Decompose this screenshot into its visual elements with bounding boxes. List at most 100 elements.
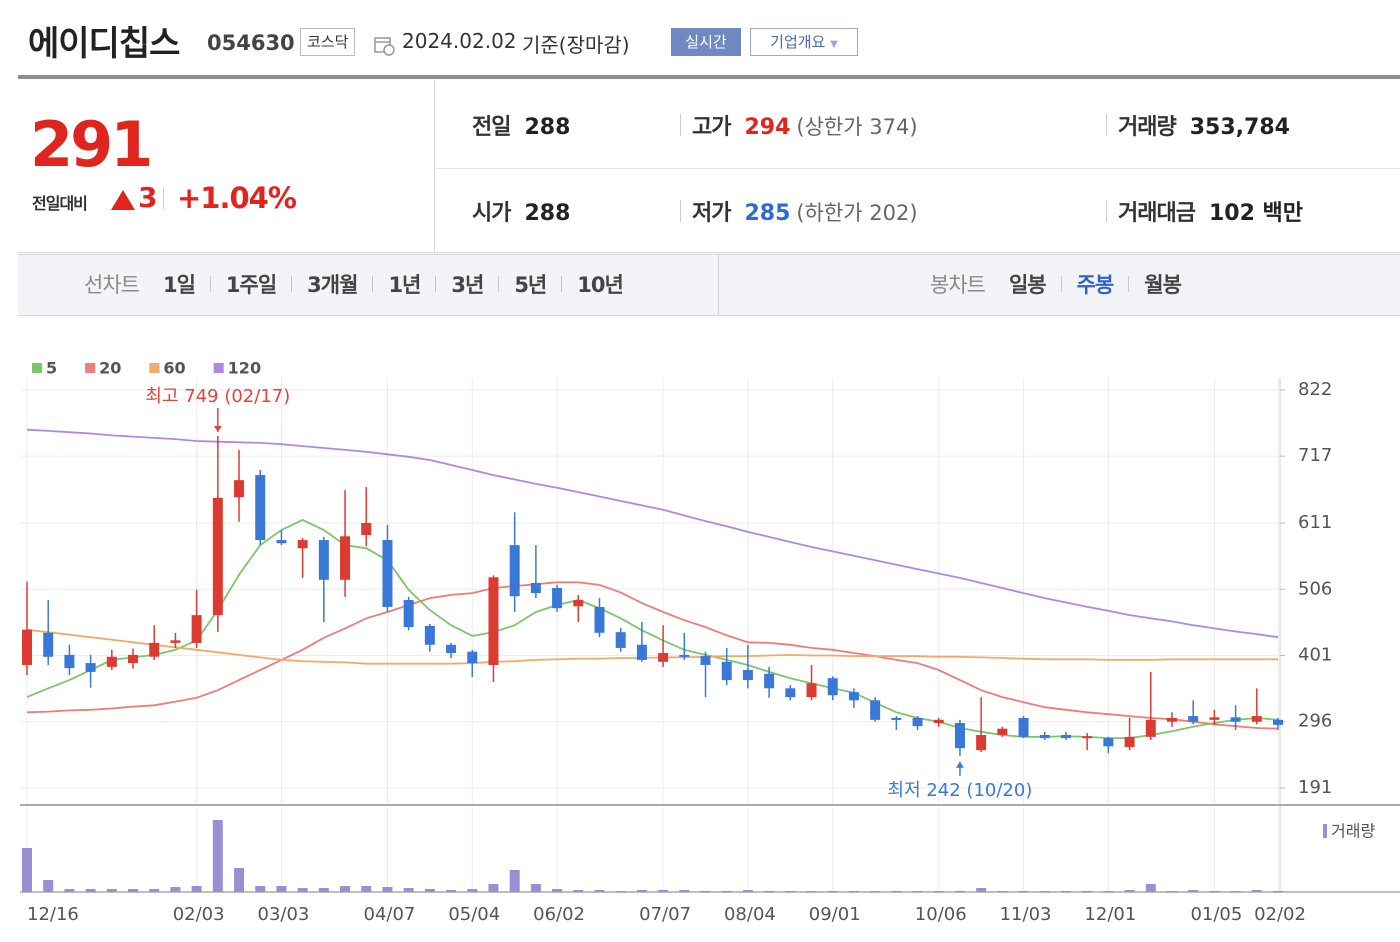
volume-bar [22,848,32,892]
candle-body [467,651,478,664]
volume-legend-swatch [1323,824,1327,838]
tab-bar [18,254,1400,316]
x-tick-label: 02/02 [1254,904,1306,925]
y-tick-label: 611 [1298,512,1332,533]
volume-bar [255,886,266,892]
volume-bar [85,889,96,892]
volume-bar [212,820,223,892]
tab-separator [561,276,563,292]
volume-bar [170,887,181,892]
stat-note: (상한가 374) [796,115,918,139]
y-tick-label: 401 [1298,645,1332,666]
candle-body [276,540,287,544]
volume-bar [424,889,435,892]
candle-chart-tabs: 봉차트 일봉 주봉 월봉 [930,269,1182,299]
candle-body [594,606,605,633]
tab[interactable]: 주봉 [1076,273,1115,297]
volume-bar [361,886,372,892]
candle-body [361,523,372,536]
tab-separator [1060,276,1062,292]
candle-body [1188,716,1199,722]
header-rule [18,75,1400,79]
annotation: 최고 749 (02/17) [145,386,290,407]
candle-body [658,652,669,662]
company-button[interactable]: 기업개요 ▼ [750,28,858,56]
candle-body [1230,717,1241,722]
annotation-arrowhead [213,425,222,432]
volume-bar [615,891,626,893]
tab[interactable]: 월봉 [1144,273,1182,297]
candle-body [912,717,923,727]
tab[interactable]: 일봉 [1008,273,1047,297]
volume-bar [891,891,902,893]
tab[interactable]: 5년 [514,273,547,297]
candle-body [1082,736,1093,739]
candle-body [424,625,435,645]
volume-bar [1103,891,1114,893]
tab[interactable]: 10년 [577,273,624,297]
volume-bar [679,890,690,892]
tab[interactable]: 3년 [451,273,484,297]
tab-group-label: 봉차트 [930,273,986,297]
candle-body [340,536,351,580]
candle-body [1018,717,1029,737]
stat-value: 288 [524,115,571,140]
candle-body [128,654,139,664]
volume-bar [1209,891,1220,893]
company-button-label: 기업개요 [770,33,826,51]
stat-value: 294 [744,115,791,140]
change: 3 [138,181,158,214]
legend-swatch [32,363,42,373]
volume-label: 거래량 [1331,822,1375,841]
volume-bar [297,888,308,892]
stat: 시가 288 [472,195,570,227]
candle-body [1209,717,1220,720]
legend-label: 20 [99,359,121,378]
x-tick-label: 04/07 [364,904,416,925]
date-basis: 기준(장마감) [522,33,630,57]
candle-body [1103,738,1114,747]
tab[interactable]: 1년 [388,273,421,297]
volume-bar [64,889,75,892]
candle-body [1166,717,1177,722]
candle-body [1124,736,1135,747]
tab[interactable]: 1주일 [225,273,277,297]
volume-bar [191,886,202,892]
candle-body [446,644,457,653]
candle-body [170,640,181,643]
candle-body [764,673,775,689]
candle-body [615,632,626,648]
volume-bar [1082,891,1093,893]
x-tick-label: 11/03 [1000,904,1052,925]
candle-body [933,719,944,723]
x-tick-label: 09/01 [809,904,861,925]
tab[interactable]: 1일 [162,273,196,297]
y-tick-label: 717 [1298,445,1332,466]
volume-bar [509,870,520,892]
stock-name: 에이디칩스 [28,24,180,64]
volume-bar [742,890,753,892]
stat-value: 288 [524,201,571,226]
stat-label: 저가 [692,201,731,226]
stat-value: 285 [744,201,791,226]
candle-body [22,629,32,665]
x-tick-label: 02/03 [173,904,225,925]
tab[interactable]: 3개월 [307,273,358,297]
volume-bar [594,890,605,892]
tab-separator [435,276,437,292]
candle-body [1039,734,1050,739]
tab-separator [291,276,293,292]
candle-body [64,654,75,669]
stat: 거래량 353,784 [1118,109,1290,141]
volume-bar [1039,891,1050,893]
candle-body [679,654,690,657]
volume-bar [573,890,584,892]
annotation-arrowhead [955,761,964,768]
realtime-button[interactable]: 실시간 [671,28,741,56]
candle-body [827,678,838,696]
volume-bar [1188,890,1199,892]
candle-body [234,480,245,498]
tab-divider [718,255,719,315]
candle-body [1060,734,1071,739]
volume-bar [149,889,160,892]
